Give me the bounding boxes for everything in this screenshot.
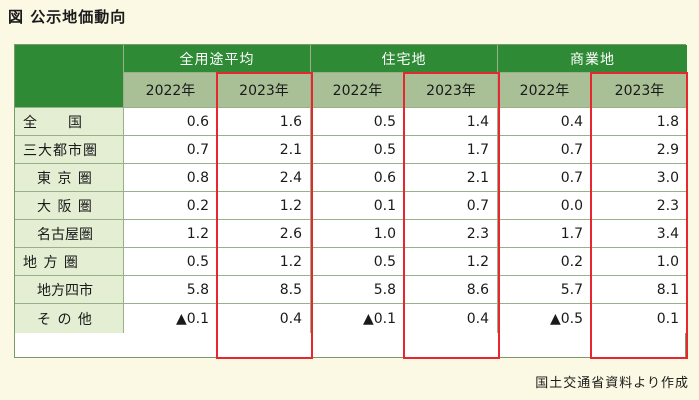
table-cell: 0.1 — [311, 192, 405, 220]
table-cell: ▲0.1 — [311, 304, 405, 333]
table-cell: 2.4 — [218, 164, 311, 192]
table-cell: 8.5 — [218, 276, 311, 304]
row-header-regional: 地 方 圏 — [15, 248, 124, 276]
table-cell: 1.0 — [311, 220, 405, 248]
table-cell: 1.7 — [405, 136, 498, 164]
table-cell: 0.6 — [124, 108, 218, 136]
page-title: 図 公示地価動向 — [8, 8, 127, 26]
year-header: 2023年 — [405, 73, 498, 108]
table-cell: 0.8 — [124, 164, 218, 192]
group-header-commercial: 商業地 — [498, 45, 687, 73]
table-cell: 2.9 — [592, 136, 687, 164]
table-cell: 3.4 — [592, 220, 687, 248]
table-cell: 1.2 — [124, 220, 218, 248]
year-header: 2023年 — [218, 73, 311, 108]
table-cell: 1.2 — [218, 192, 311, 220]
table-cell: 0.7 — [498, 164, 592, 192]
table-cell: 0.6 — [311, 164, 405, 192]
row-header-four-cities: 地方四市 — [15, 276, 124, 304]
table-cell: 5.8 — [311, 276, 405, 304]
land-price-table: 全用途平均 住宅地 商業地 2022年 2023年 2022年 2023年 20… — [14, 44, 687, 358]
row-header-osaka: 大 阪 圏 — [15, 192, 124, 220]
table-cell: ▲0.1 — [124, 304, 218, 333]
table-cell: 0.1 — [592, 304, 687, 333]
table-cell: 0.5 — [124, 248, 218, 276]
table-cell: 2.1 — [405, 164, 498, 192]
year-header: 2023年 — [592, 73, 687, 108]
table-cell: 8.1 — [592, 276, 687, 304]
table-cell: 1.6 — [218, 108, 311, 136]
table-cell: 2.3 — [592, 192, 687, 220]
table-cell: 2.1 — [218, 136, 311, 164]
table-cell: 0.7 — [498, 136, 592, 164]
table-cell: 3.0 — [592, 164, 687, 192]
table-cell: 1.2 — [405, 248, 498, 276]
table-cell: 1.4 — [405, 108, 498, 136]
year-header: 2022年 — [498, 73, 592, 108]
source-note: 国土交通省資料より作成 — [535, 376, 689, 391]
table-cell: 0.7 — [124, 136, 218, 164]
table-cell: 0.2 — [124, 192, 218, 220]
table-cell: 0.2 — [498, 248, 592, 276]
table-cell: 0.4 — [405, 304, 498, 333]
table-cell: 0.5 — [311, 108, 405, 136]
group-header-all: 全用途平均 — [124, 45, 311, 73]
row-header-tokyo: 東 京 圏 — [15, 164, 124, 192]
table-cell: 1.0 — [592, 248, 687, 276]
table-cell: 5.7 — [498, 276, 592, 304]
table-cell: 0.4 — [218, 304, 311, 333]
table-cell: 8.6 — [405, 276, 498, 304]
table-corner — [15, 45, 124, 108]
table-cell: 0.0 — [498, 192, 592, 220]
row-header-nagoya: 名古屋圏 — [15, 220, 124, 248]
table-cell: 0.5 — [311, 136, 405, 164]
row-header-nationwide: 全 国 — [15, 108, 124, 136]
table-cell: 0.5 — [311, 248, 405, 276]
table-cell: ▲0.5 — [498, 304, 592, 333]
table-cell: 0.7 — [405, 192, 498, 220]
table-cell: 1.7 — [498, 220, 592, 248]
year-header: 2022年 — [311, 73, 405, 108]
table-cell: 1.8 — [592, 108, 687, 136]
table-cell: 2.3 — [405, 220, 498, 248]
year-header: 2022年 — [124, 73, 218, 108]
row-header-three-metro: 三大都市圏 — [15, 136, 124, 164]
row-header-other: そ の 他 — [15, 304, 124, 333]
table-cell: 0.4 — [498, 108, 592, 136]
table-cell: 1.2 — [218, 248, 311, 276]
table-cell: 5.8 — [124, 276, 218, 304]
group-header-residential: 住宅地 — [311, 45, 498, 73]
table-cell: 2.6 — [218, 220, 311, 248]
